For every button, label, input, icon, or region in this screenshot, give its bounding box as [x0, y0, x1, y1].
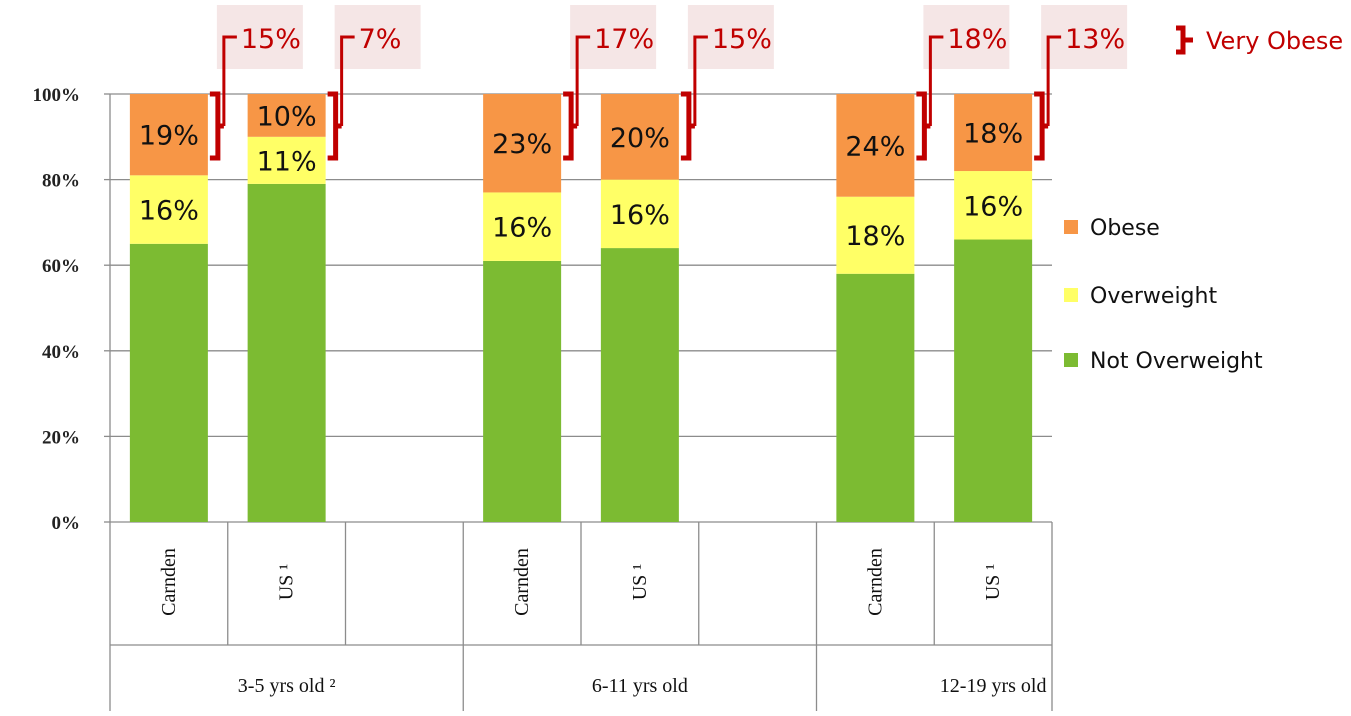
- data-label: 11%: [257, 146, 317, 177]
- y-tick-label: 100%: [33, 85, 81, 106]
- bar-segment-not-overweight: [483, 260, 562, 522]
- legend-swatch-obese: [1064, 220, 1078, 234]
- very-obese-label: 7%: [359, 24, 402, 55]
- data-label: 19%: [139, 121, 199, 152]
- bar-segment-overweight: [600, 179, 679, 249]
- bar-segment-overweight: [483, 192, 562, 261]
- bar-segment-not-overweight: [600, 248, 679, 522]
- data-label: 18%: [845, 221, 905, 252]
- very-obese-legend-label: Very Obese: [1206, 27, 1343, 55]
- very-obese-bracket: [327, 91, 342, 161]
- annotation-leader: [575, 35, 591, 126]
- y-tick-label: 80%: [42, 171, 80, 192]
- data-label: 16%: [610, 200, 670, 231]
- bar-segment-overweight: [836, 196, 915, 274]
- category-label: US ¹: [276, 564, 298, 601]
- bar-segment-obese: [129, 94, 208, 176]
- y-tick-label: 20%: [42, 427, 80, 448]
- very-obese-label: 13%: [1065, 24, 1125, 55]
- data-label: 16%: [492, 213, 552, 244]
- category-label: Carnden: [864, 548, 886, 616]
- y-tick-label: 0%: [52, 513, 81, 534]
- category-label: Carnden: [158, 548, 180, 616]
- bar-segment-not-overweight: [954, 239, 1033, 522]
- legend-label: Not Overweight: [1090, 349, 1263, 374]
- bar-segment-not-overweight: [129, 243, 208, 523]
- very-obese-label: 15%: [241, 24, 301, 55]
- group-label: 6-11 yrs old: [592, 675, 688, 697]
- annotation-leader: [928, 35, 944, 126]
- very-obese-bracket: [1034, 91, 1049, 161]
- data-label: 20%: [610, 123, 670, 154]
- very-obese-label: 15%: [712, 24, 772, 55]
- bar-segment-overweight: [129, 175, 208, 244]
- annotation-leader: [340, 35, 355, 126]
- category-label: US ¹: [629, 564, 651, 601]
- data-label: 16%: [139, 196, 199, 227]
- very-obese-bracket: [916, 91, 931, 161]
- y-tick-label: 40%: [42, 342, 80, 363]
- very-obese-bracket: [680, 91, 695, 161]
- bar-segment-obese: [836, 94, 915, 197]
- data-label: 18%: [963, 119, 1023, 150]
- group-label: 3-5 yrs old ²: [238, 675, 336, 697]
- annotation-leader: [222, 35, 237, 126]
- very-obese-label: 18%: [947, 24, 1007, 55]
- bar-segment-obese: [954, 94, 1033, 172]
- annotation-leader: [693, 35, 708, 126]
- bar-segment-not-overweight: [247, 183, 326, 522]
- y-tick-label: 60%: [42, 256, 80, 277]
- data-label: 10%: [257, 101, 317, 132]
- legend-label: Obese: [1090, 216, 1160, 241]
- category-label: Carnden: [511, 548, 533, 616]
- bar-segment-obese: [600, 94, 679, 180]
- group-label: 12-19 yrs old: [940, 675, 1047, 697]
- bar-segment-overweight: [954, 171, 1033, 240]
- data-label: 16%: [963, 191, 1023, 222]
- category-label: US ¹: [982, 564, 1004, 601]
- bar-segment-obese: [483, 94, 562, 193]
- legend-swatch-overweight: [1064, 288, 1078, 302]
- very-obese-label: 17%: [594, 24, 654, 55]
- bar-segment-overweight: [247, 136, 326, 184]
- data-label: 23%: [492, 129, 552, 160]
- legend-swatch-not-overweight: [1064, 353, 1078, 367]
- bar-segment-not-overweight: [836, 273, 915, 522]
- very-obese-bracket: [209, 91, 224, 161]
- very-obese-bracket: [563, 91, 578, 161]
- data-label: 24%: [845, 131, 905, 162]
- annotation-leader: [1046, 35, 1062, 126]
- legend-label: Overweight: [1090, 284, 1217, 309]
- bar-segment-obese: [247, 94, 326, 137]
- very-obese-legend-bracket: [1176, 25, 1193, 55]
